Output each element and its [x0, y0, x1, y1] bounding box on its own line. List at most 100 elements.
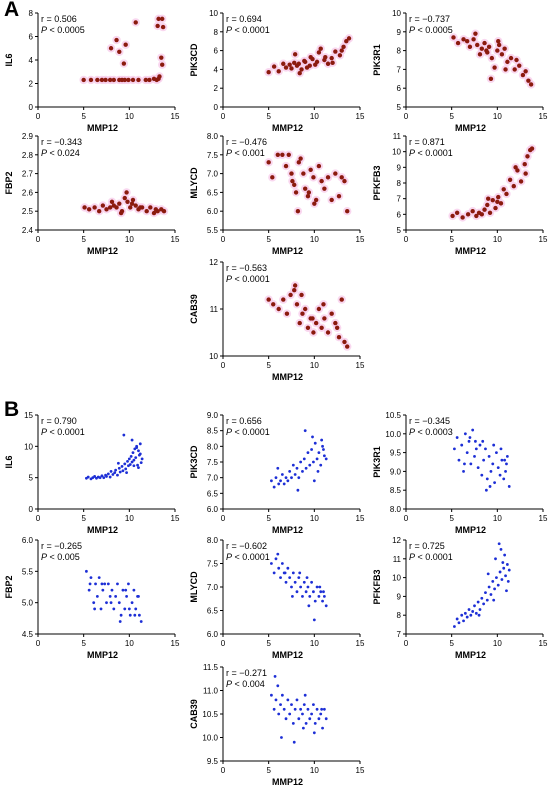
data-point: [272, 571, 276, 575]
data-point: [271, 64, 277, 69]
x-tick-label: 0: [404, 112, 409, 121]
data-point: [505, 462, 508, 466]
x-tick-label: 0: [221, 766, 226, 775]
data-point: [122, 195, 127, 201]
data-point: [339, 48, 344, 53]
data-point: [495, 576, 498, 579]
data-point: [303, 693, 307, 697]
data-point: [105, 475, 108, 478]
data-point: [302, 703, 306, 706]
data-point: [107, 205, 113, 210]
data-point: [295, 466, 299, 470]
data-point: [321, 444, 324, 448]
data-point: [298, 156, 303, 161]
y-tick-label: 9: [397, 163, 402, 172]
data-point: [482, 458, 486, 462]
y-tick-label: 5.0: [22, 599, 34, 608]
data-point: [313, 441, 317, 445]
data-point: [505, 59, 510, 65]
data-point: [496, 466, 500, 470]
data-point: [479, 46, 485, 51]
data-point: [317, 717, 321, 721]
data-point: [325, 175, 331, 180]
y-tick-label: 8: [29, 9, 34, 18]
data-point: [308, 54, 313, 60]
data-point: [121, 61, 127, 66]
x-axis-title: MMP12: [272, 525, 303, 535]
data-point: [308, 717, 312, 721]
y-tick-label: 2: [29, 80, 34, 89]
x-tick-label: 10: [125, 112, 134, 121]
data-point: [498, 201, 504, 206]
data-point: [473, 31, 478, 36]
x-tick-label: 0: [36, 235, 41, 244]
data-point: [339, 175, 344, 180]
x-tick-label: 15: [356, 514, 365, 523]
data-point: [501, 561, 505, 564]
data-point: [128, 463, 132, 466]
data-point: [112, 607, 116, 611]
y-tick-label: 6.0: [207, 630, 219, 639]
x-axis-title: MMP12: [87, 123, 118, 133]
data-point: [319, 712, 323, 716]
x-tick-label: 0: [36, 639, 41, 648]
x-tick-label: 10: [125, 639, 134, 648]
data-point: [303, 59, 308, 65]
p-value: P < 0.004: [226, 679, 265, 689]
p-value-text: < 0.0001: [232, 552, 270, 562]
data-point: [301, 726, 305, 730]
x-tick-label: 0: [221, 361, 226, 370]
x-axis-title: MMP12: [272, 123, 303, 133]
p-value: P < 0.0001: [226, 552, 270, 562]
data-point: [134, 607, 138, 611]
panel-label-b: B: [4, 398, 20, 421]
x-tick-label: 10: [125, 235, 134, 244]
panel-label-a: A: [4, 0, 20, 21]
y-tick-label: 4: [29, 56, 34, 65]
y-tick-label: 9.5: [207, 757, 219, 766]
data-point: [322, 590, 325, 594]
data-point: [116, 473, 119, 477]
p-symbol: P: [226, 679, 232, 689]
data-point: [266, 70, 271, 75]
data-point: [344, 39, 349, 44]
x-tick-label: 5: [266, 514, 271, 523]
data-point: [314, 59, 320, 65]
x-tick-label: 15: [171, 514, 180, 523]
data-point: [113, 471, 117, 475]
y-tick-label: 6: [214, 47, 219, 56]
data-point: [477, 52, 483, 57]
data-point: [276, 552, 280, 556]
data-point: [324, 457, 328, 461]
y-axis-title: PIK3R1: [372, 446, 382, 478]
data-point: [313, 197, 319, 203]
data-point: [495, 199, 500, 204]
data-point: [523, 171, 528, 176]
x-axis-title: MMP12: [87, 525, 118, 535]
data-point: [503, 67, 508, 72]
x-tick-label: 10: [310, 514, 319, 523]
data-point: [86, 475, 90, 479]
x-tick-label: 5: [266, 639, 271, 648]
data-point: [117, 466, 121, 470]
data-point: [123, 607, 127, 611]
scatter-plot-b-cab39: 0 5 10 15 9.5 10.0 10.5 11.0 11.5 MMP12 CAB39 r = −…: [189, 663, 365, 786]
y-tick-label: 9.0: [207, 411, 219, 420]
p-value: P < 0.0001: [409, 552, 453, 562]
data-point: [500, 578, 504, 581]
p-value: P < 0.0005: [41, 25, 85, 35]
data-point: [306, 707, 310, 711]
data-point: [489, 593, 493, 596]
data-point: [288, 576, 292, 579]
p-symbol: P: [226, 148, 232, 158]
data-point: [492, 443, 496, 447]
data-point: [504, 470, 507, 473]
data-point: [465, 451, 469, 454]
data-point: [274, 476, 278, 480]
x-tick-label: 0: [221, 514, 226, 523]
y-tick-label: 10: [392, 574, 401, 583]
data-point: [322, 454, 326, 458]
data-point: [292, 288, 297, 293]
